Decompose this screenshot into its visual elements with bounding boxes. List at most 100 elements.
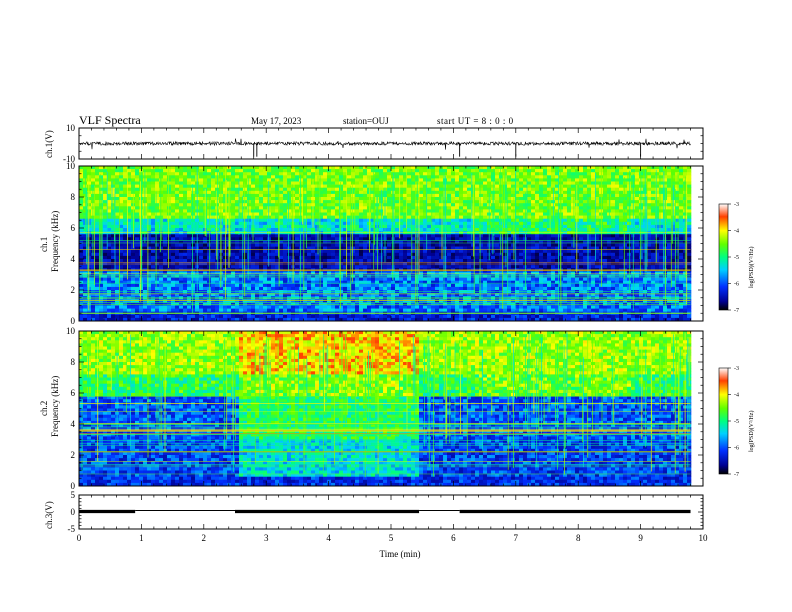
spectrogram-cell — [423, 277, 428, 281]
spectrogram-cell — [183, 283, 188, 288]
spectrogram-cell — [367, 283, 372, 288]
spectrogram-cell — [363, 166, 368, 170]
spectrogram-cell — [103, 221, 108, 226]
spectrogram-cell — [123, 237, 128, 241]
spectrogram-cell — [295, 255, 300, 260]
spectrogram-cell — [155, 172, 160, 176]
spectrogram-cell — [279, 206, 284, 210]
spectrogram-cell — [135, 197, 140, 201]
spectrogram-cell — [431, 215, 436, 219]
spectrogram-cell — [427, 296, 432, 300]
spectrogram-cell — [191, 314, 196, 319]
spectrogram-cell — [375, 181, 380, 185]
spectrogram-cell — [151, 215, 156, 219]
spectrogram-cell — [299, 296, 304, 300]
spectrogram-cell — [319, 240, 324, 244]
spectrogram-cell — [283, 172, 288, 176]
spectrogram-cell — [387, 181, 392, 185]
spectrogram-cell — [259, 240, 264, 244]
spectrogram-cell — [115, 197, 120, 201]
spectrogram-cell — [227, 280, 232, 285]
spectrogram-cell — [263, 187, 268, 192]
spectrogram-cell — [79, 209, 84, 213]
spectrogram-cell — [167, 293, 172, 297]
spectrogram-cell — [131, 283, 136, 288]
spectrogram-cell — [255, 283, 260, 288]
spectrogram-cell — [367, 293, 372, 297]
spectrogram-cell — [103, 169, 108, 173]
spectrogram-cell — [231, 184, 236, 188]
spectrogram-cell — [235, 277, 240, 281]
spectrogram-cell — [331, 221, 336, 226]
spectrogram-cell — [115, 290, 120, 294]
spectrogram-cell — [135, 255, 140, 260]
spectrogram-cell — [307, 215, 312, 219]
spectrogram-cell — [451, 172, 456, 176]
spectrogram-cell — [271, 296, 276, 300]
spectrogram-cell — [135, 280, 140, 285]
spectrogram-cell — [335, 224, 340, 229]
spectrogram-cell — [83, 259, 88, 263]
spectrogram-cell — [127, 221, 132, 226]
spectrogram-cell — [103, 314, 108, 319]
spectrogram-cell — [307, 290, 312, 294]
spectrogram-cell — [287, 317, 292, 321]
spectrogram-cell — [255, 172, 260, 176]
spectrogram-cell — [323, 296, 328, 300]
spectrogram-cell — [379, 193, 384, 198]
spectrogram-cell — [167, 265, 172, 269]
spectrogram-cell — [327, 246, 332, 250]
spectrogram-cell — [239, 228, 244, 232]
spectrogram-cell — [423, 286, 428, 291]
spectrogram-cell — [431, 274, 436, 278]
spectrogram-cell — [263, 212, 268, 216]
spectrogram-cell — [87, 166, 92, 170]
spectrogram-cell — [235, 240, 240, 244]
spectrogram-cell — [347, 286, 352, 291]
spectrogram-cell — [215, 209, 220, 213]
spectrogram-cell — [359, 249, 364, 254]
spectrogram-cell — [163, 305, 168, 309]
spectrogram-cell — [347, 277, 352, 281]
spectrogram-cell — [355, 271, 360, 275]
spectrogram-cell — [307, 293, 312, 297]
spectrogram-cell — [119, 290, 124, 294]
spectrogram-cell — [367, 265, 372, 269]
spectrogram-cell — [343, 221, 348, 226]
spectrogram-cell — [295, 224, 300, 229]
spectrogram-cell — [255, 228, 260, 232]
spectrogram-cell — [335, 175, 340, 179]
spectrogram-cell — [355, 200, 360, 204]
spectrogram-cell — [255, 221, 260, 226]
spectrogram-cell — [127, 283, 132, 288]
spectrogram-cell — [323, 200, 328, 204]
spectrogram-cell — [219, 293, 224, 297]
spectrogram-cell — [351, 193, 356, 198]
spectrogram-cell — [171, 197, 176, 201]
spectrogram-cell — [95, 314, 100, 319]
spectrogram-cell — [179, 286, 184, 291]
spectrogram-cell — [251, 290, 256, 294]
spectrogram-cell — [283, 212, 288, 216]
spectrogram-cell — [135, 166, 140, 170]
spectrogram-cell — [351, 274, 356, 278]
spectrogram-cell — [287, 224, 292, 229]
spectrogram-cell — [379, 280, 384, 285]
spectrogram-cell — [199, 296, 204, 300]
spectrogram-cell — [347, 172, 352, 176]
spectrogram-cell — [263, 184, 268, 188]
spectrogram-cell — [399, 175, 404, 179]
spectrogram-cell — [339, 249, 344, 254]
spectrogram-cell — [451, 200, 456, 204]
spectrogram-cell — [131, 184, 136, 188]
spectrogram-cell — [243, 234, 248, 238]
spectrogram-cell — [263, 203, 268, 207]
spectrogram-cell — [419, 172, 424, 176]
spectrogram-cell — [167, 259, 172, 263]
spectrogram-cell — [351, 259, 356, 263]
spectrogram-cell — [83, 203, 88, 207]
spectrogram-cell — [135, 221, 140, 226]
spectrogram-cell — [403, 277, 408, 281]
spectrogram-cell — [423, 246, 428, 250]
spectrogram-cell — [283, 200, 288, 204]
